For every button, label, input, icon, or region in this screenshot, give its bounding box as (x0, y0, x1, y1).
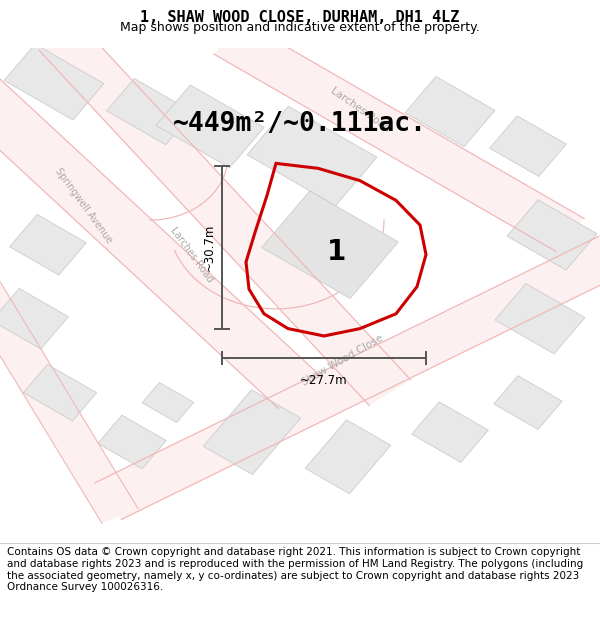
Bar (490, 116, 566, 176)
Text: Larches Road: Larches Road (329, 85, 391, 133)
Bar (412, 402, 488, 462)
Bar (142, 382, 194, 423)
Polygon shape (0, 262, 138, 523)
Text: 1, SHAW WOOD CLOSE, DURHAM, DH1 4LZ: 1, SHAW WOOD CLOSE, DURHAM, DH1 4LZ (140, 9, 460, 24)
Bar (0, 288, 68, 349)
Bar (495, 284, 585, 354)
Bar (4, 44, 104, 120)
Text: Larches Road: Larches Road (169, 225, 215, 284)
Bar (247, 106, 377, 206)
Bar (494, 376, 562, 429)
Bar (203, 390, 301, 474)
Bar (23, 364, 97, 421)
Bar (507, 200, 597, 270)
Bar (98, 415, 166, 469)
Text: Map shows position and indicative extent of the property.: Map shows position and indicative extent… (120, 21, 480, 34)
Polygon shape (0, 71, 322, 408)
Text: ~30.7m: ~30.7m (202, 224, 215, 271)
Text: ~27.7m: ~27.7m (300, 374, 348, 387)
Bar (405, 76, 495, 147)
Text: 1: 1 (326, 238, 346, 266)
Bar (107, 79, 193, 145)
Bar (156, 85, 264, 168)
Bar (262, 191, 398, 299)
Bar (305, 420, 391, 494)
Text: Springwell Avenue: Springwell Avenue (53, 166, 115, 245)
Bar (10, 214, 86, 275)
Text: ~449m²/~0.111ac.: ~449m²/~0.111ac. (173, 111, 427, 137)
Text: Shaw Wood Close: Shaw Wood Close (299, 333, 385, 388)
Polygon shape (40, 25, 410, 406)
Polygon shape (214, 21, 584, 251)
Text: Contains OS data © Crown copyright and database right 2021. This information is : Contains OS data © Crown copyright and d… (7, 548, 583, 592)
Polygon shape (95, 236, 600, 519)
